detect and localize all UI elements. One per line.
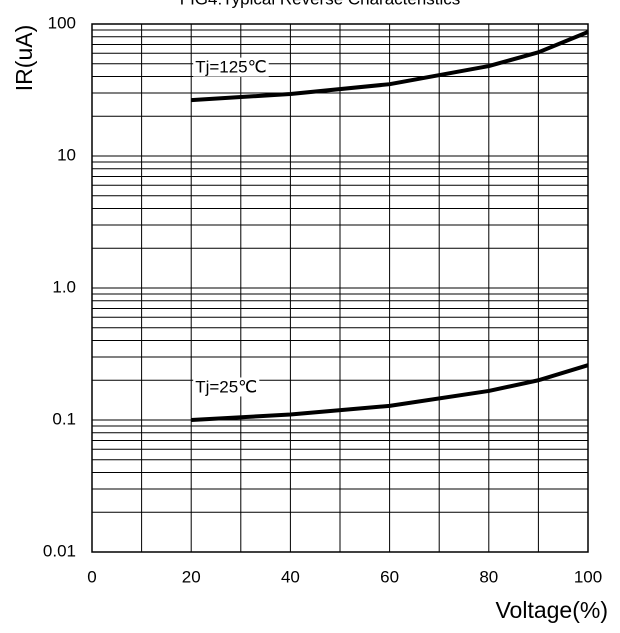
y-axis-label: IR(uA) (11, 25, 37, 91)
y-tick-label: 100 (48, 13, 76, 32)
series-line (191, 30, 589, 103)
y-tick-label: 0.1 (52, 409, 76, 428)
y-tick-label: 1.0 (52, 277, 76, 296)
label-background (193, 57, 269, 77)
y-tick-label: 0.01 (43, 541, 76, 560)
x-tick-label: 20 (182, 567, 201, 586)
series-line (191, 363, 589, 422)
x-tick-label: 40 (281, 567, 300, 586)
x-tick-label: 60 (380, 567, 399, 586)
x-tick-label: 0 (87, 567, 96, 586)
series-label: Tj=25℃ (195, 377, 257, 396)
x-tick-label: 100 (574, 567, 602, 586)
chart-title: FIG4:Typical Reverse Characteristics (180, 0, 461, 8)
label-background (193, 377, 260, 397)
series-label: Tj=125℃ (195, 58, 267, 77)
x-axis-label: Voltage(%) (495, 597, 608, 623)
x-tick-label: 80 (479, 567, 498, 586)
y-tick-label: 10 (57, 145, 76, 164)
plot-border (91, 23, 589, 553)
